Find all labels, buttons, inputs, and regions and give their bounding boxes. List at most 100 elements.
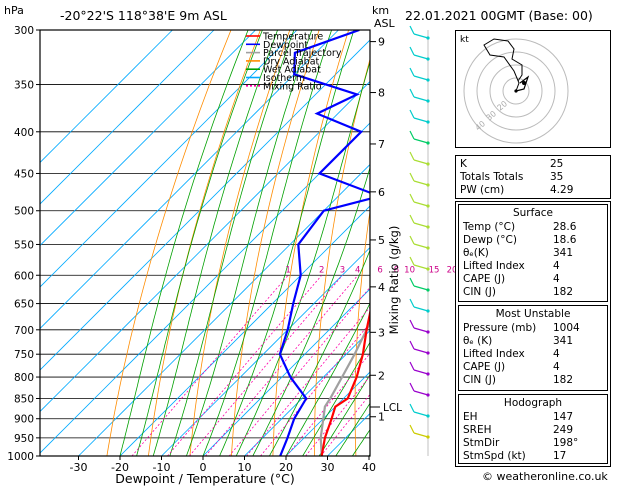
isotherm-line: [40, 30, 173, 164]
dry-adiabat-line: [313, 57, 370, 456]
mixing-ratio-label: 15: [429, 265, 440, 275]
mixing-ratio-line: [286, 352, 370, 456]
series-dewpoint-line: [278, 30, 370, 456]
pressure-tick-label: 1000: [7, 451, 34, 463]
wind-barb-dot: [426, 78, 430, 82]
param-value: 147: [553, 411, 574, 423]
wet-adiabat-line: [302, 341, 370, 456]
wind-barb: [413, 75, 429, 81]
param-name: CAPE (J): [463, 361, 506, 373]
wind-barb-dot: [426, 183, 430, 187]
temperature-tick-label: -30: [70, 461, 88, 474]
param-value: 4: [553, 260, 560, 272]
isotherm-line: [40, 30, 298, 288]
temperature-tick-label: 40: [362, 461, 376, 474]
wind-barb-dot: [426, 246, 430, 250]
height-tick-label: 9: [378, 36, 385, 49]
wind-barb: [413, 159, 429, 165]
mixing-ratio-label: 3: [340, 265, 345, 275]
param-name: Lifted Index: [463, 260, 525, 272]
wet-adiabat-line: [136, 30, 263, 456]
param-name: StmSpd (kt): [463, 450, 526, 462]
pressure-tick-label: 650: [14, 299, 34, 311]
isotherm-line: [40, 30, 339, 330]
mixing-ratio-lines: [131, 275, 370, 456]
wind-barb-flag: [409, 46, 415, 56]
hodograph-ring-label-30: 30: [485, 109, 499, 122]
wind-barb: [413, 327, 429, 333]
wind-barb-flag: [409, 382, 415, 392]
asl-unit-label: ASL: [374, 17, 396, 30]
wind-barb-flag: [409, 298, 415, 308]
pressure-tick-label: 400: [14, 127, 34, 139]
mixing-ratio-labels: 12346810152025: [285, 265, 471, 275]
x-axis-title: Dewpoint / Temperature (°C): [115, 471, 294, 486]
wind-barb: [413, 96, 429, 102]
index-value: 25: [550, 158, 564, 170]
wind-barb: [413, 180, 429, 186]
wind-barb-flag: [409, 67, 415, 77]
pressure-tick-label: 450: [14, 168, 34, 180]
wet-adiabat-line: [152, 30, 278, 456]
isobar-lines: [40, 30, 370, 456]
index-name: PW (cm): [460, 184, 505, 196]
param-value: 249: [553, 424, 574, 436]
param-value: 4: [553, 361, 560, 373]
wet-adiabat-line: [252, 166, 370, 456]
param-name: Lifted Index: [463, 348, 525, 360]
isotherm-line: [40, 80, 370, 413]
param-value: 4: [553, 348, 560, 360]
legend-label: Dewpoint: [263, 40, 308, 51]
hodograph-panel: kt 20 30 40: [455, 30, 611, 148]
mixing-ratio-axis-title: Mixing Ratio (g/kg): [387, 226, 401, 335]
wind-barb: [413, 264, 429, 270]
dry-adiabat-line: [354, 208, 370, 456]
legend-label: Parcel Trajectory: [263, 48, 342, 59]
wind-barb: [413, 201, 429, 207]
index-name: Totals Totals: [460, 171, 524, 183]
isotherm-line: [40, 30, 256, 247]
hodograph-ring-2: [489, 64, 543, 118]
wind-barb-dot: [426, 393, 430, 397]
copyright-footer[interactable]: © weatheronline.co.uk: [482, 470, 608, 483]
wind-barb: [413, 243, 429, 249]
mixing-ratio-label: 10: [404, 265, 415, 275]
isotherm-line: [202, 288, 370, 456]
param-name: EH: [463, 411, 478, 423]
wind-barb: [413, 33, 429, 39]
mixing-ratio-label: 4: [355, 265, 360, 275]
datetime-title: 22.01.2021 00GMT (Base: 00): [405, 8, 593, 23]
hodograph-ring-4: [463, 38, 569, 144]
pressure-tick-label: 550: [14, 239, 34, 251]
pressure-tick-label: 700: [14, 325, 34, 337]
wind-barb-dot: [426, 435, 430, 439]
dry-adiabat-line: [106, 30, 232, 456]
param-name: CIN (J): [463, 286, 496, 298]
location-title: -20°22'S 118°38'E 9m ASL: [60, 8, 227, 23]
hodograph-storm-point: [522, 81, 526, 85]
wet-adiabat-line: [269, 249, 370, 456]
pressure-tick-label: 750: [14, 349, 34, 361]
param-name: StmDir: [463, 437, 500, 449]
isotherm-line: [244, 329, 370, 456]
wind-barb: [413, 285, 429, 291]
wind-barb-dot: [426, 414, 430, 418]
param-name: CIN (J): [463, 374, 496, 386]
isotherm-line: [40, 122, 370, 454]
height-axis: 9 8 7 6 5 4 3 2 1: [370, 36, 385, 424]
sounding-traces: [278, 30, 370, 456]
legend-label: Isotherm: [263, 73, 305, 84]
param-name: SREH: [463, 424, 492, 436]
height-tick-label: 7: [378, 138, 385, 151]
wind-barb-dot: [426, 267, 430, 271]
height-tick-label: 4: [378, 281, 385, 294]
mixing-ratio-label: 1: [285, 265, 290, 275]
temperature-tick-label: 0: [200, 461, 207, 474]
wind-barb-flag: [409, 277, 415, 287]
param-value: 28.6: [553, 221, 577, 233]
mixing-ratio-line: [131, 275, 289, 456]
pressure-tick-label: 600: [14, 270, 34, 282]
mixing-ratio-label: 6: [377, 265, 382, 275]
legend-label: Dry Adiabat: [263, 56, 320, 67]
